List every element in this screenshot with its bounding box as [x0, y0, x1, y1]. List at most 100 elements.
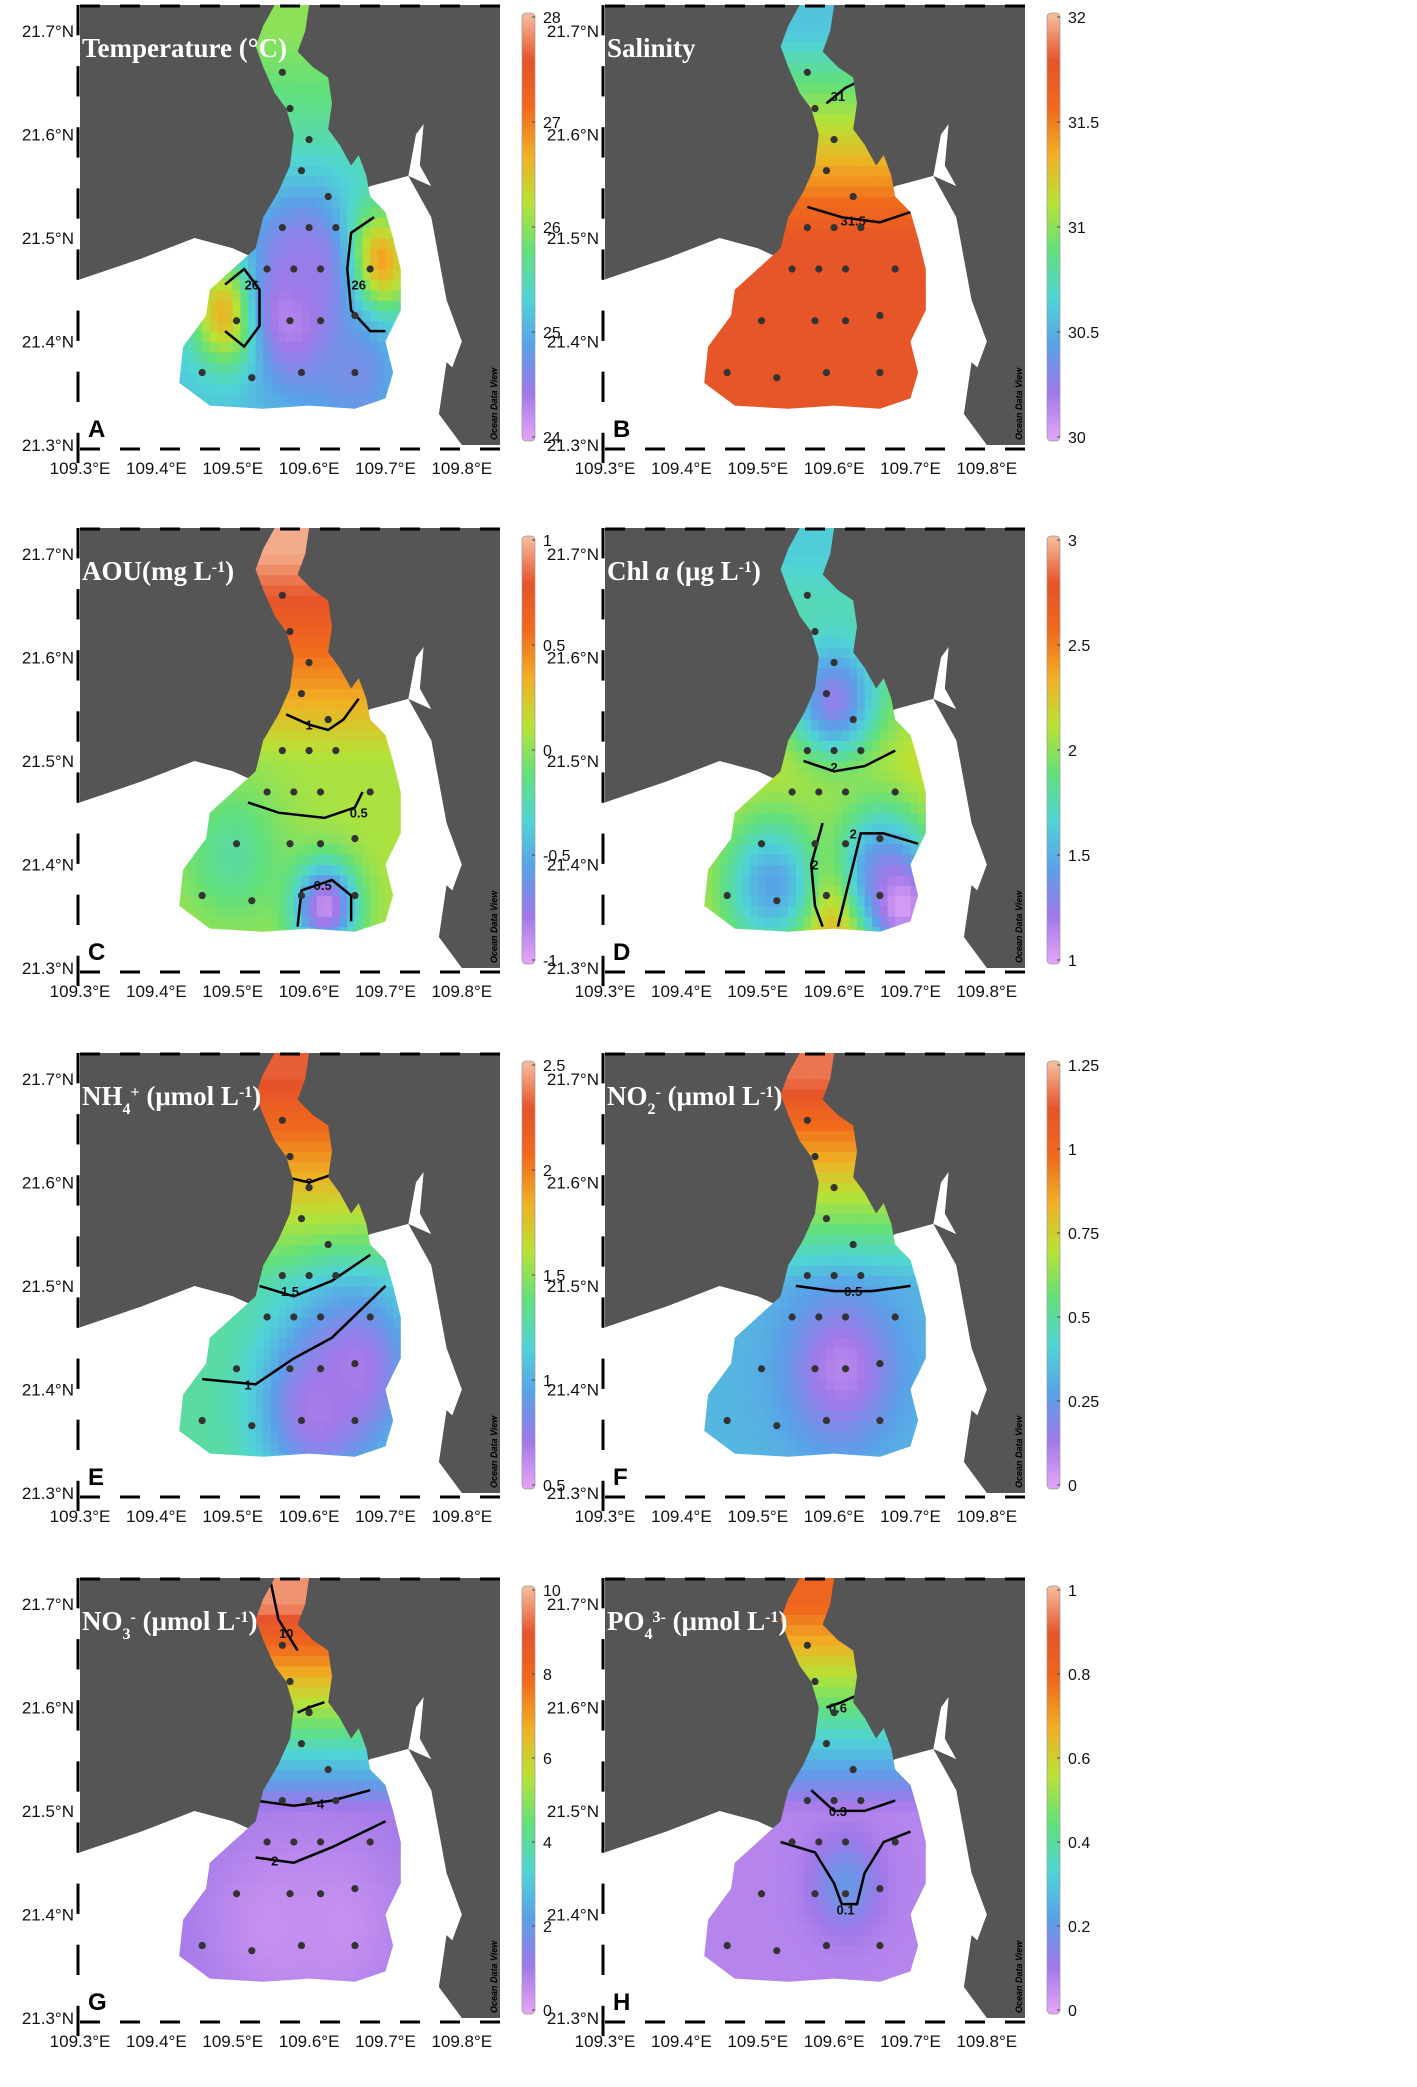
- field-cell: [834, 740, 843, 752]
- field-cell: [324, 237, 333, 249]
- field-cell: [872, 186, 881, 198]
- field-cell: [826, 269, 835, 280]
- field-cell: [263, 341, 272, 353]
- field-cell: [780, 553, 789, 565]
- field-cell: [841, 227, 850, 239]
- field-cell: [240, 812, 249, 824]
- contour-label: -0.5: [309, 878, 331, 893]
- field-cell: [309, 781, 318, 793]
- field-cell: [301, 802, 310, 814]
- field-cell: [332, 186, 341, 198]
- field-cell: [354, 175, 364, 187]
- field-cell: [757, 792, 766, 803]
- field-cell: [255, 926, 264, 932]
- field-cell: [293, 698, 303, 710]
- field-cell: [339, 196, 348, 208]
- field-cell: [780, 258, 789, 270]
- field-cell: [811, 605, 820, 617]
- field-cell: [887, 289, 896, 301]
- field-cell: [773, 771, 782, 783]
- field-cell: [864, 403, 873, 409]
- field-cell: [841, 165, 850, 177]
- field-cell: [811, 113, 820, 125]
- field-cell: [316, 864, 325, 876]
- field-cell: [834, 885, 843, 897]
- station-marker: [198, 368, 206, 377]
- field-cell: [864, 885, 873, 897]
- field-cell: [301, 61, 310, 73]
- field-cell: [902, 217, 912, 229]
- field-cell: [841, 248, 850, 260]
- field-cell: [186, 331, 196, 343]
- field-cell: [194, 864, 203, 876]
- field-cell: [803, 740, 812, 752]
- station-marker: [286, 840, 294, 848]
- field-cell: [757, 874, 766, 886]
- field-cell: [727, 393, 736, 405]
- field-cell: [818, 403, 828, 409]
- field-cell: [232, 802, 241, 814]
- field-cell: [301, 647, 310, 659]
- field-cell: [301, 103, 310, 115]
- field-cell: [864, 237, 873, 249]
- field-cell: [240, 864, 249, 876]
- field-cell: [316, 279, 325, 291]
- field-cell: [887, 393, 896, 405]
- field-cell: [309, 393, 318, 405]
- field-cell: [278, 82, 287, 94]
- field-cell: [377, 833, 387, 845]
- station-marker: [248, 897, 256, 905]
- field-cell: [811, 864, 820, 876]
- field-cell: [818, 175, 828, 187]
- field-cell: [232, 833, 241, 845]
- field-cell: [826, 729, 835, 741]
- field-cell: [309, 864, 318, 876]
- field-cell: [286, 595, 295, 607]
- lon-tick-label: 109.8°E: [431, 459, 492, 478]
- field-cell: [370, 874, 379, 886]
- field-cell: [895, 372, 904, 384]
- field-cell: [780, 300, 789, 312]
- field-cell: [857, 802, 866, 814]
- field-cell: [780, 331, 789, 343]
- field-cell: [857, 279, 866, 291]
- field-cell: [742, 279, 751, 291]
- field-cell: [316, 657, 325, 669]
- field-cell: [332, 289, 341, 301]
- field-cell: [811, 10, 820, 22]
- field-cell: [864, 854, 873, 866]
- field-cell: [872, 341, 881, 353]
- field-cell: [811, 30, 820, 42]
- field-cell: [834, 393, 843, 405]
- field-cell: [316, 300, 325, 312]
- field-cell: [286, 719, 295, 731]
- odv-watermark: Ocean Data View: [489, 890, 499, 963]
- field-cell: [263, 760, 272, 772]
- field-cell: [309, 237, 318, 249]
- lon-tick-label: 109.3°E: [50, 459, 111, 478]
- field-cell: [301, 206, 310, 218]
- field-cell: [818, 616, 828, 627]
- field-cell: [826, 393, 835, 405]
- field-cell: [872, 269, 881, 280]
- field-cell: [309, 258, 318, 270]
- field-cell: [872, 227, 881, 239]
- field-cell: [370, 729, 379, 741]
- field-cell: [857, 320, 866, 332]
- field-cell: [354, 269, 364, 280]
- field-cell: [826, 595, 835, 607]
- field-cell: [362, 864, 371, 876]
- field-cell: [780, 237, 789, 249]
- lat-tick-label: 21.5°N: [547, 229, 599, 248]
- field-cell: [370, 279, 379, 291]
- field-cell: [255, 258, 264, 270]
- field-cell: [301, 688, 310, 700]
- field-cell: [377, 351, 387, 363]
- field-cell: [255, 553, 264, 565]
- field-cell: [240, 916, 249, 928]
- station-marker: [278, 591, 286, 599]
- field-cell: [811, 709, 820, 721]
- field-cell: [316, 719, 325, 731]
- field-cell: [788, 833, 797, 845]
- station-marker: [286, 104, 294, 113]
